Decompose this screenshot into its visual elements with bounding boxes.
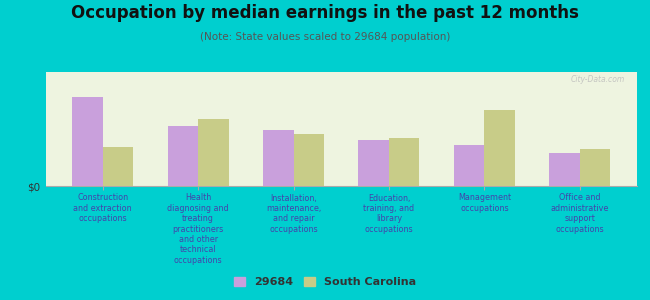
Text: Health
diagnosing and
treating
practitioners
and other
technical
occupations: Health diagnosing and treating practitio… <box>167 194 229 265</box>
Bar <box>484 110 515 186</box>
Bar <box>72 97 103 186</box>
Text: Occupation by median earnings in the past 12 months: Occupation by median earnings in the pas… <box>71 4 579 22</box>
Bar <box>389 138 419 186</box>
Bar <box>549 153 580 186</box>
Text: Construction
and extraction
occupations: Construction and extraction occupations <box>73 194 132 223</box>
Bar <box>263 130 294 186</box>
Bar <box>198 119 229 186</box>
Text: (Note: State values scaled to 29684 population): (Note: State values scaled to 29684 popu… <box>200 32 450 41</box>
Bar <box>168 126 198 186</box>
Bar <box>580 149 610 186</box>
Bar <box>358 140 389 186</box>
Text: Management
occupations: Management occupations <box>458 194 511 213</box>
Bar <box>294 134 324 186</box>
Text: Office and
administrative
support
occupations: Office and administrative support occupa… <box>551 194 609 234</box>
Text: City-Data.com: City-Data.com <box>571 75 625 84</box>
Legend: 29684, South Carolina: 29684, South Carolina <box>229 272 421 291</box>
Text: Installation,
maintenance,
and repair
occupations: Installation, maintenance, and repair oc… <box>266 194 321 234</box>
Bar <box>454 145 484 186</box>
Text: Education,
training, and
library
occupations: Education, training, and library occupat… <box>363 194 415 234</box>
Bar <box>103 147 133 186</box>
